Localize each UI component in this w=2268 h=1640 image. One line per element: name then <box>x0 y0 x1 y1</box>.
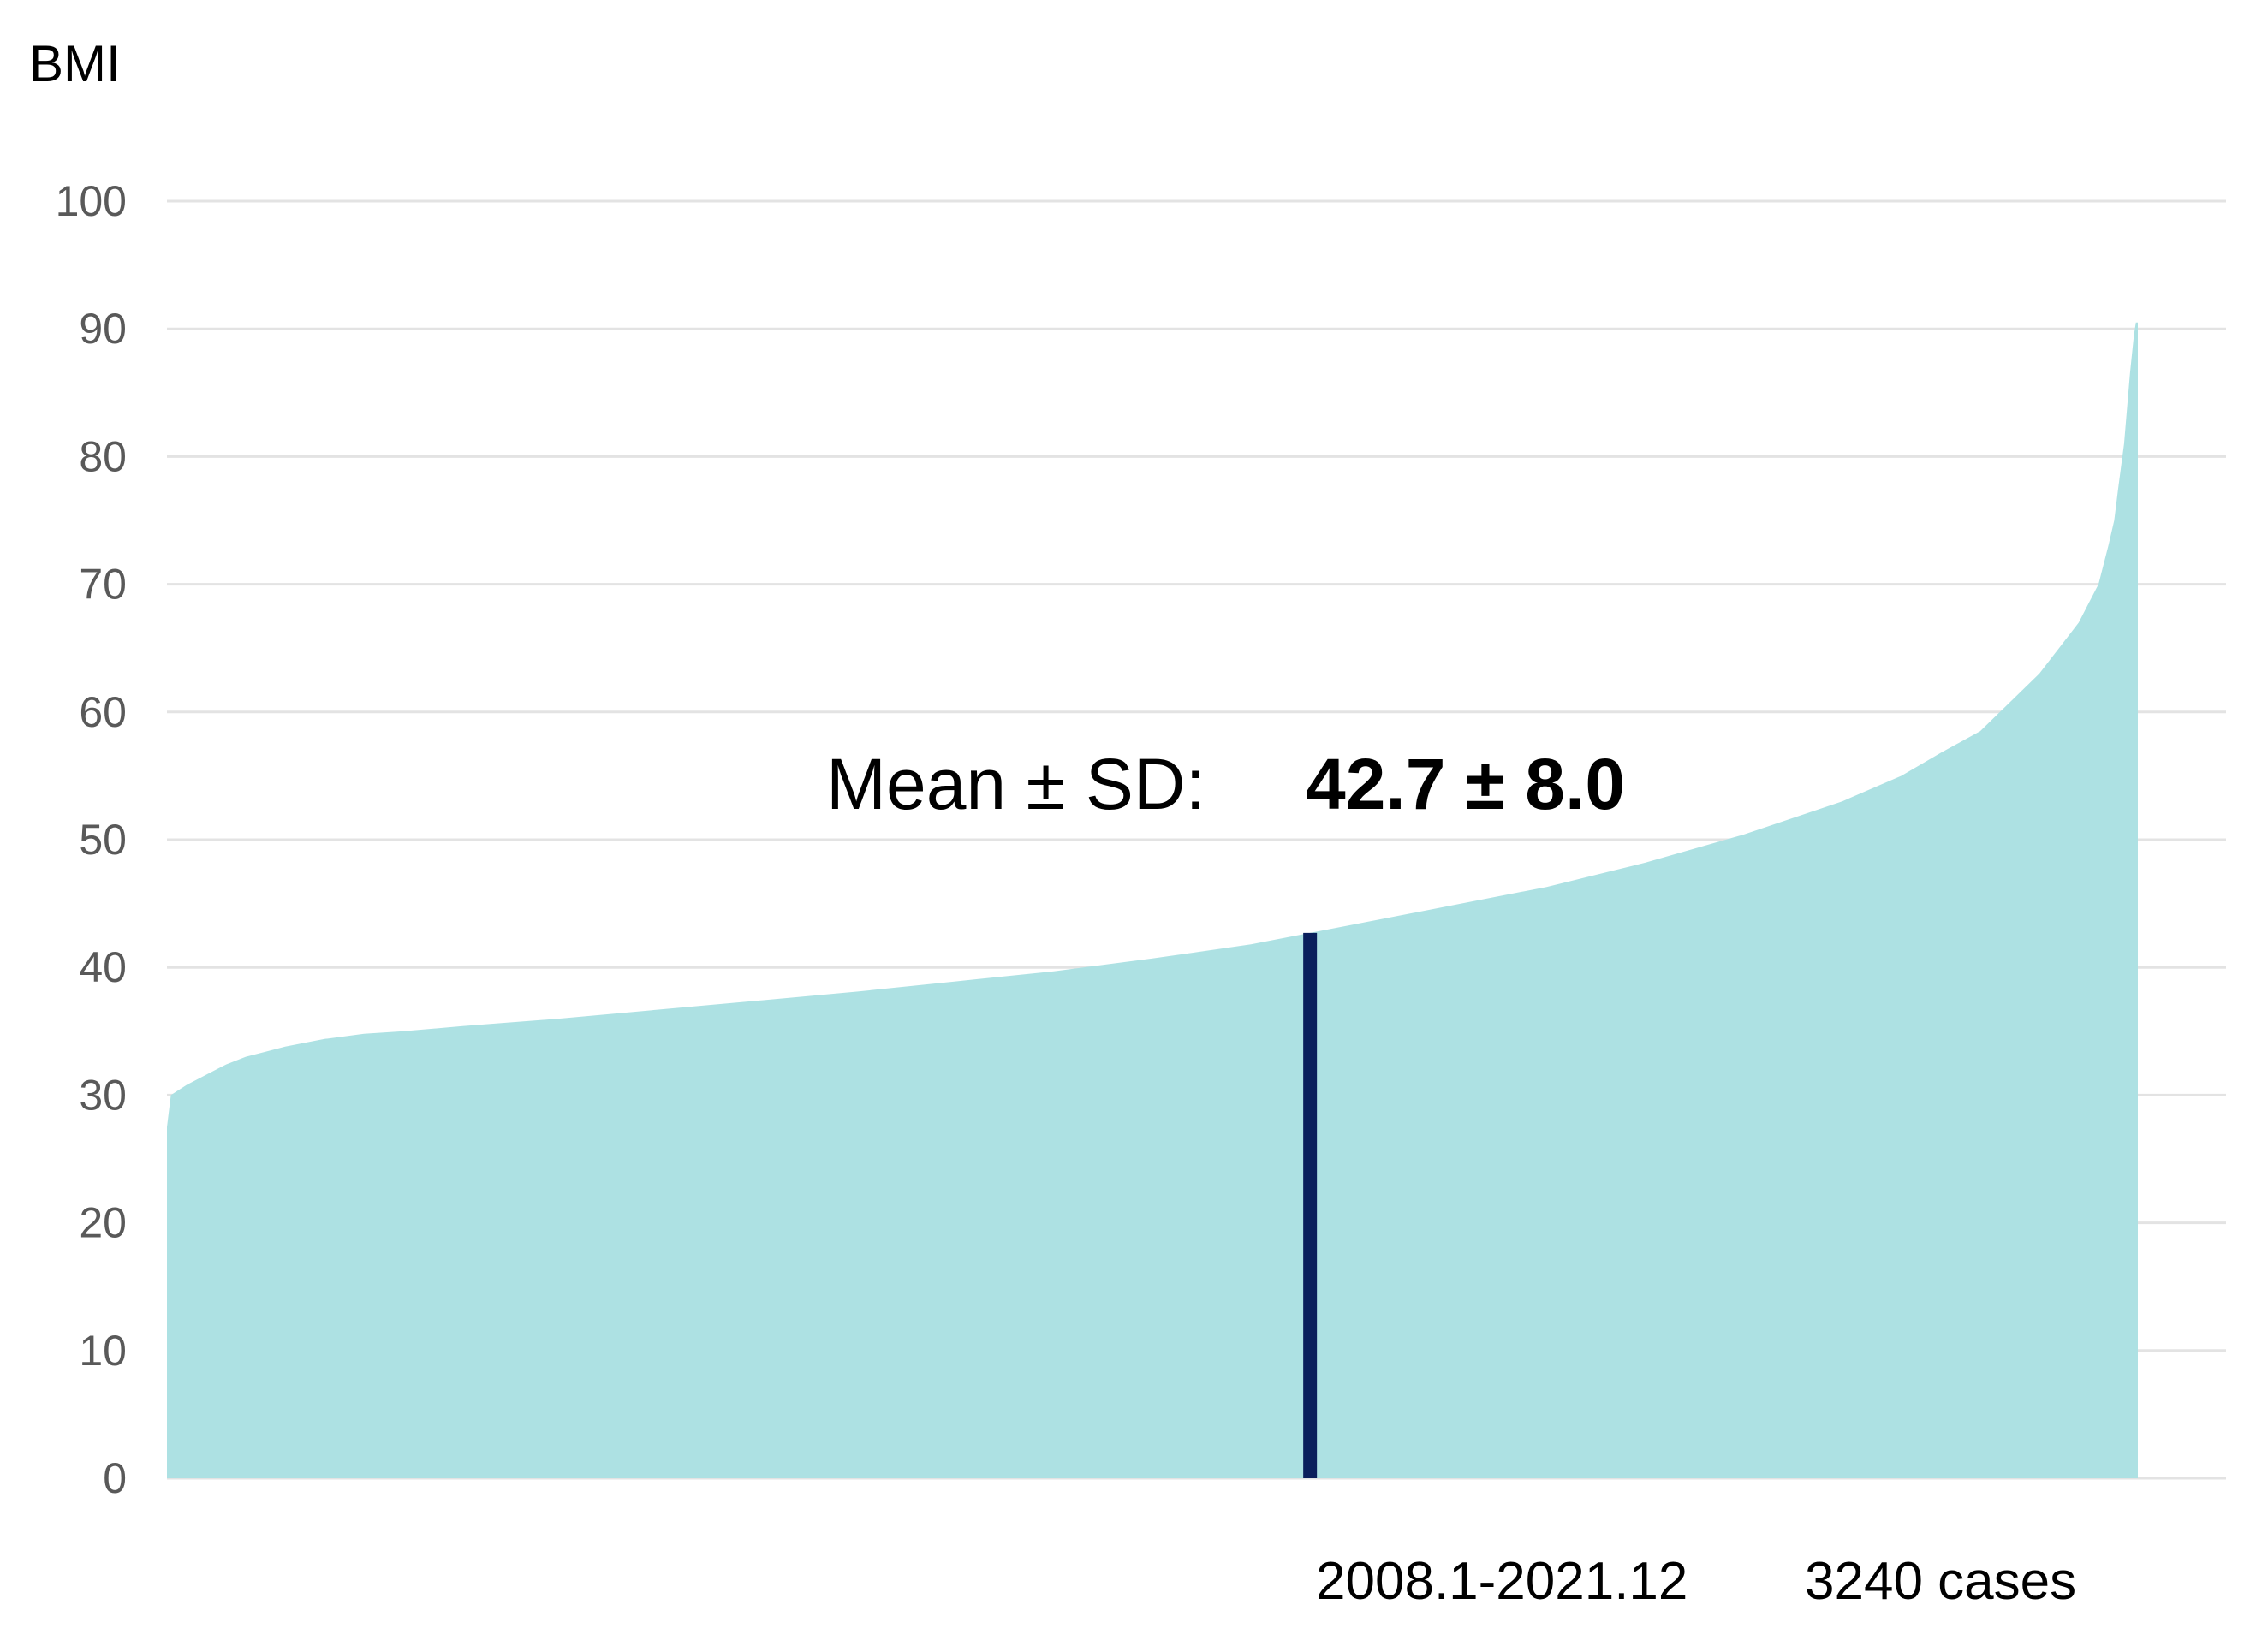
y-tick-label-100: 100 <box>56 177 127 225</box>
mean-sd-label: Mean ± SD: <box>826 744 1205 824</box>
y-tick-label-90: 90 <box>79 305 127 353</box>
mean-sd-value: 42.7 ± 8.0 <box>1306 744 1625 824</box>
y-axis: 0 10 20 30 40 50 60 70 80 90 100 <box>56 177 127 1502</box>
date-range-label: 2008.1-2021.12 <box>1316 1552 1688 1611</box>
y-tick-label-40: 40 <box>79 943 127 991</box>
y-tick-label-80: 80 <box>79 432 127 480</box>
y-tick-label-10: 10 <box>79 1327 127 1375</box>
bmi-distribution-area <box>167 322 2138 1479</box>
y-tick-label-30: 30 <box>79 1071 127 1119</box>
y-tick-label-50: 50 <box>79 816 127 864</box>
y-tick-label-20: 20 <box>79 1199 127 1247</box>
y-tick-label-0: 0 <box>103 1454 127 1502</box>
y-axis-label: BMI <box>29 35 121 92</box>
y-tick-label-60: 60 <box>79 688 127 736</box>
case-count-label: 3240 cases <box>1805 1552 2076 1611</box>
y-tick-label-70: 70 <box>79 561 127 609</box>
